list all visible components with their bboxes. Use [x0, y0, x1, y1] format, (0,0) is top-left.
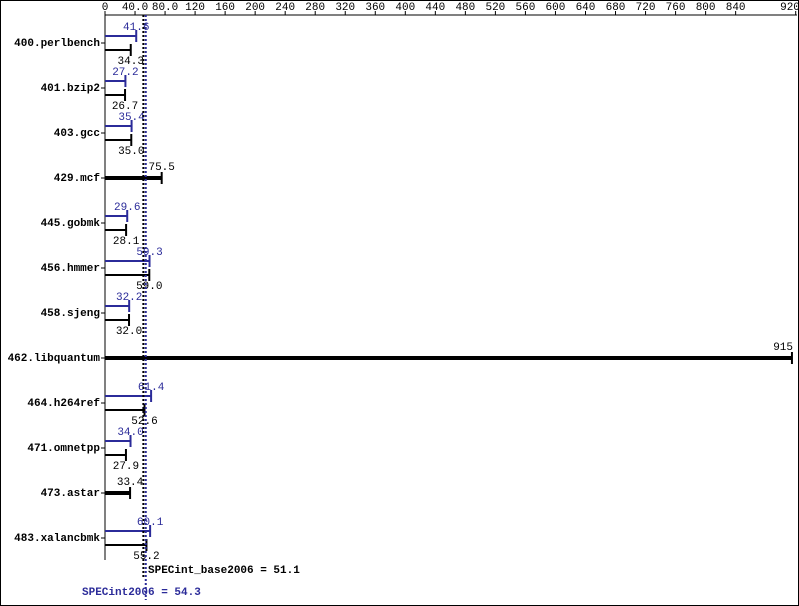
x-tick-label: 200 — [245, 2, 265, 14]
x-tick-label: 480 — [455, 2, 475, 14]
category-label: 464.h264ref — [27, 398, 100, 410]
x-tick-label: 800 — [696, 2, 716, 14]
annotation: SPECint_base2006 = 51.1 — [148, 565, 300, 577]
x-tick-label: 920 — [780, 2, 799, 14]
value-label: 59.3 — [136, 247, 162, 259]
annotation: SPECint2006 = 54.3 — [82, 587, 201, 599]
value-label: 27.2 — [112, 67, 138, 79]
category-label: 473.astar — [41, 488, 100, 500]
category-label: 456.hmmer — [41, 263, 100, 275]
x-tick-label: 240 — [275, 2, 295, 14]
x-tick-label: 720 — [636, 2, 656, 14]
category-label: 445.gobmk — [41, 218, 101, 230]
value-label: 60.1 — [137, 517, 164, 529]
x-tick-label: 160 — [215, 2, 235, 14]
value-label: 915 — [773, 342, 793, 354]
value-label: 35.4 — [118, 112, 145, 124]
category-label: 401.bzip2 — [41, 83, 100, 95]
value-label: 29.6 — [114, 202, 140, 214]
x-tick-label: 680 — [606, 2, 626, 14]
x-tick-label: 120 — [185, 2, 205, 14]
x-tick-label: 560 — [516, 2, 536, 14]
category-label: 458.sjeng — [41, 308, 100, 320]
x-tick-label: 440 — [425, 2, 445, 14]
value-label: 34.0 — [117, 427, 143, 439]
value-label: 32.0 — [116, 326, 142, 338]
value-label: 35.0 — [118, 146, 144, 158]
x-tick-label: 600 — [546, 2, 566, 14]
category-label: 403.gcc — [54, 128, 100, 140]
x-tick-label: 320 — [335, 2, 355, 14]
value-label: 33.4 — [117, 477, 144, 489]
category-label: 400.perlbench — [14, 38, 100, 50]
x-tick-label: 40.0 — [122, 2, 148, 14]
value-label: 61.4 — [138, 382, 165, 394]
category-label: 462.libquantum — [8, 353, 101, 365]
category-label: 429.mcf — [54, 173, 101, 185]
value-label: 52.6 — [131, 416, 157, 428]
x-tick-label: 280 — [305, 2, 325, 14]
value-label: 26.7 — [112, 101, 138, 113]
value-label: 75.5 — [148, 162, 174, 174]
category-label: 471.omnetpp — [27, 443, 100, 455]
x-tick-label: 80.0 — [152, 2, 178, 14]
value-label: 34.3 — [118, 56, 144, 68]
x-tick-label: 520 — [485, 2, 505, 14]
value-label: 32.2 — [116, 292, 142, 304]
x-tick-label: 640 — [576, 2, 596, 14]
x-tick-label: 0 — [102, 2, 109, 14]
x-tick-label: 840 — [726, 2, 746, 14]
x-tick-label: 760 — [666, 2, 686, 14]
x-tick-label: 360 — [365, 2, 385, 14]
category-label: 483.xalancbmk — [14, 533, 100, 545]
value-label: 27.9 — [113, 461, 139, 473]
value-label: 28.1 — [113, 236, 140, 248]
x-tick-label: 400 — [395, 2, 415, 14]
